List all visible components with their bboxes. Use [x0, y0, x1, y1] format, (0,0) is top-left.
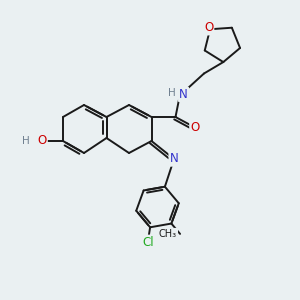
- Text: H: H: [22, 136, 29, 146]
- Text: O: O: [38, 134, 46, 148]
- Text: O: O: [204, 21, 213, 34]
- Text: H: H: [168, 88, 176, 98]
- Text: CH₃: CH₃: [159, 229, 177, 239]
- Text: N: N: [179, 88, 188, 101]
- Text: N: N: [169, 152, 178, 166]
- Text: Cl: Cl: [143, 236, 154, 249]
- Text: O: O: [190, 121, 200, 134]
